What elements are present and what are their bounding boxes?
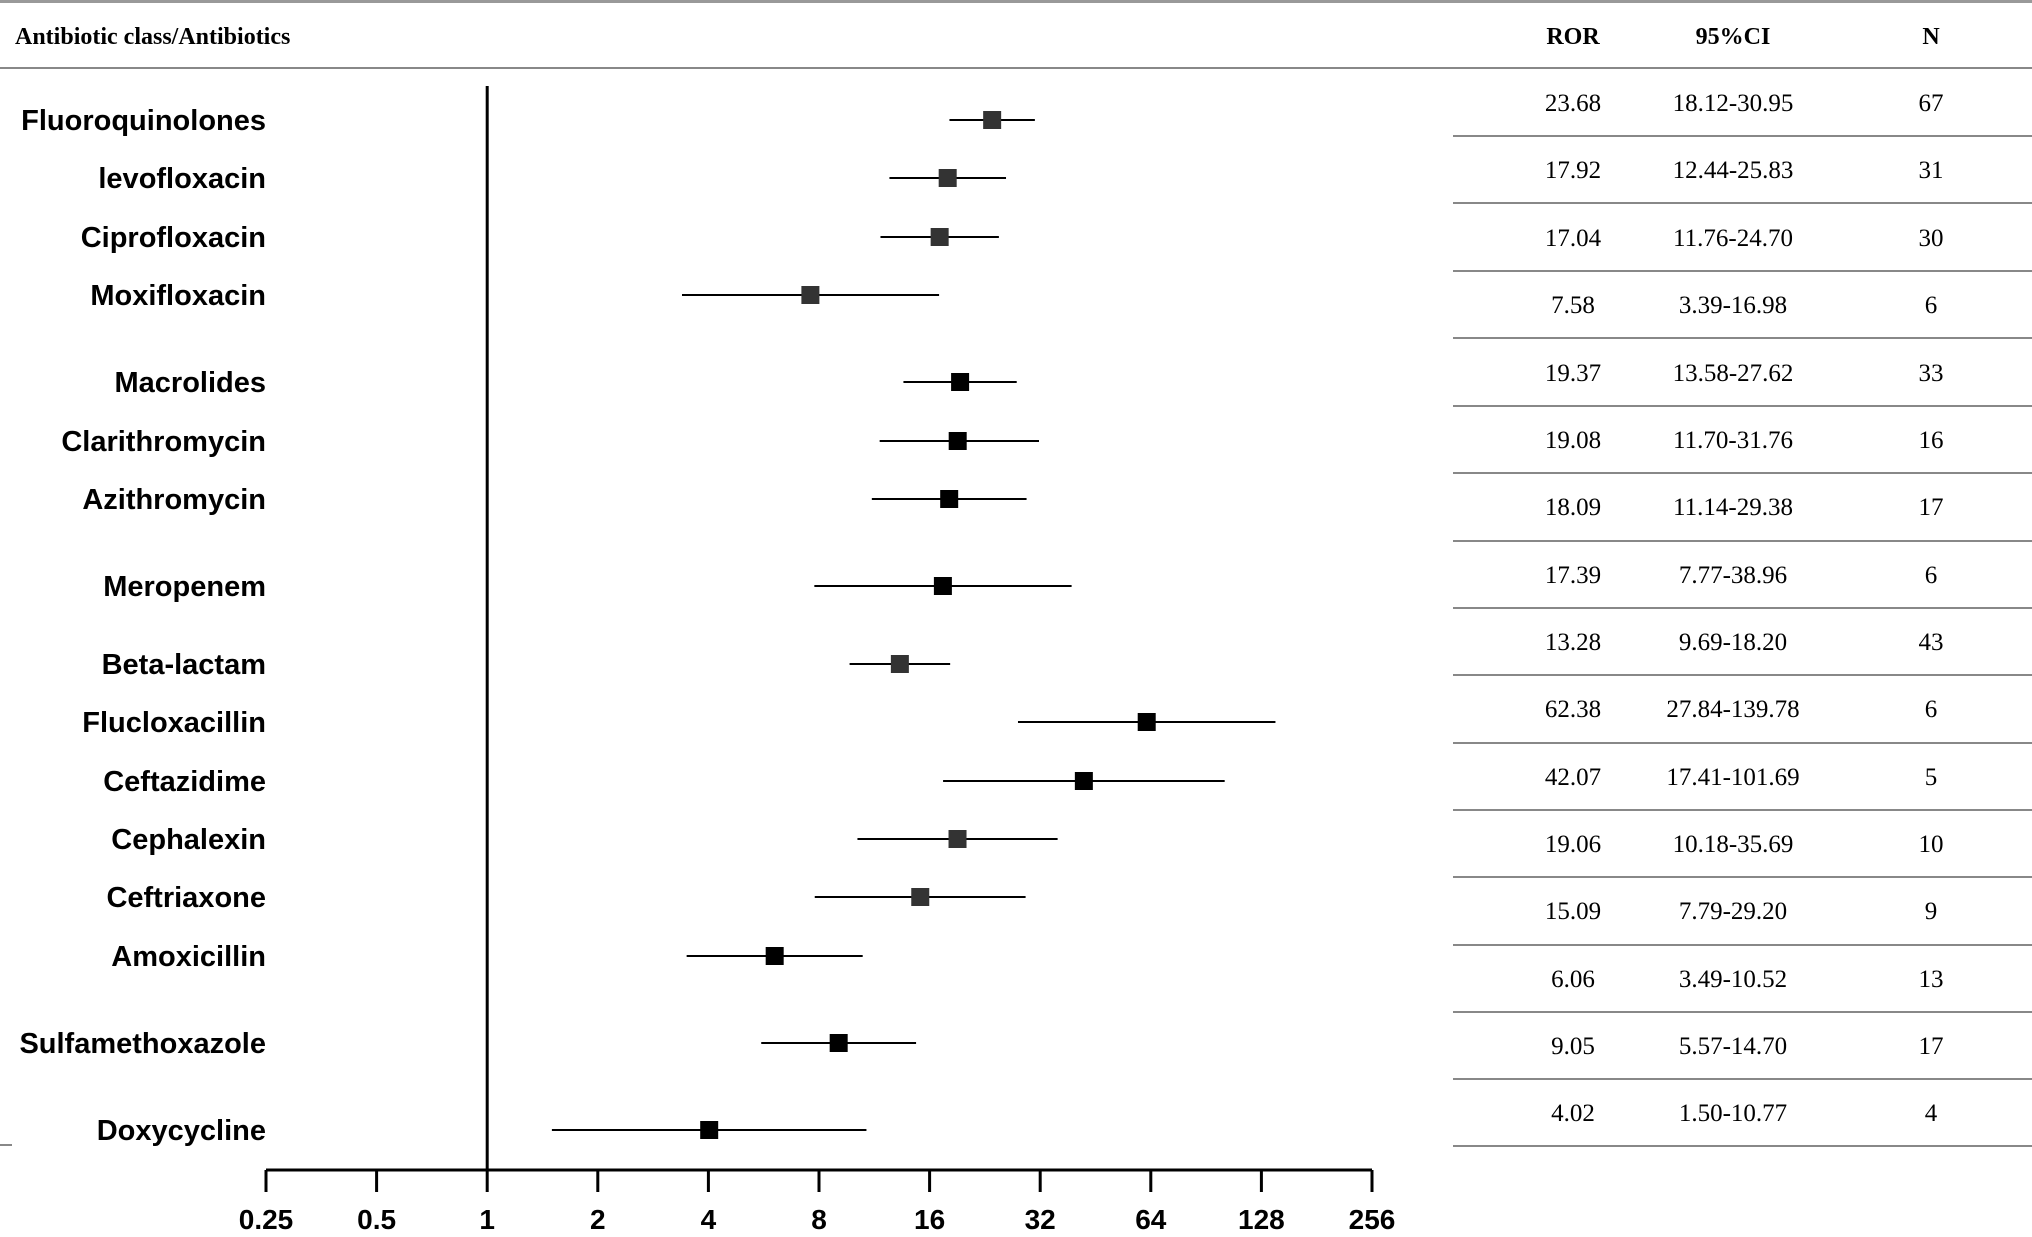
- row-label: Meropenem: [103, 571, 266, 603]
- row-label: Amoxicillin: [111, 941, 266, 973]
- ror-value: 42.07: [1545, 764, 1601, 791]
- row-label: Ceftazidime: [103, 766, 266, 798]
- row-label: Ciprofloxacin: [81, 222, 266, 254]
- ror-marker: [911, 888, 930, 906]
- row-label: Ceftriaxone: [106, 882, 266, 914]
- ror-value: 9.05: [1551, 1033, 1595, 1060]
- ror-marker: [933, 577, 952, 595]
- header-ror: ROR: [1546, 24, 1600, 50]
- ror-marker: [829, 1034, 848, 1052]
- ci-value: 7.77-38.96: [1679, 562, 1787, 589]
- ror-value: 17.92: [1545, 157, 1601, 184]
- ror-marker: [930, 228, 949, 246]
- ci-value: 11.76-24.70: [1673, 225, 1793, 252]
- ror-marker: [765, 947, 784, 965]
- ror-marker: [801, 286, 820, 304]
- ror-value: 17.04: [1545, 225, 1602, 252]
- x-tick-label: 1: [479, 1204, 495, 1235]
- ci-value: 3.39-16.98: [1679, 292, 1787, 319]
- ror-marker: [700, 1121, 719, 1139]
- ror-value: 23.68: [1545, 90, 1601, 117]
- ror-value: 62.38: [1545, 696, 1601, 723]
- ror-marker: [948, 432, 967, 450]
- ror-value: 15.09: [1545, 898, 1601, 925]
- ci-value: 13.58-27.62: [1673, 360, 1794, 387]
- row-label: Fluoroquinolones: [21, 105, 266, 137]
- x-tick-label: 64: [1135, 1204, 1167, 1235]
- ci-value: 9.69-18.20: [1679, 629, 1787, 656]
- n-value: 17: [1919, 1033, 1944, 1060]
- ror-value: 13.28: [1545, 629, 1601, 656]
- row-label: Doxycycline: [97, 1115, 266, 1147]
- ci-value: 17.41-101.69: [1666, 764, 1799, 791]
- ci-value: 3.49-10.52: [1679, 966, 1787, 993]
- row-label: Sulfamethoxazole: [19, 1028, 266, 1060]
- n-value: 31: [1919, 157, 1944, 184]
- ror-marker: [940, 490, 959, 508]
- ci-value: 11.14-29.38: [1673, 494, 1793, 521]
- row-label: Clarithromycin: [61, 426, 266, 458]
- ror-marker: [951, 373, 970, 391]
- ror-marker: [1074, 772, 1093, 790]
- n-value: 6: [1925, 696, 1938, 723]
- ror-value: 7.58: [1551, 292, 1595, 319]
- plot-area: 0.25 0.5 1 2 4 8 16 32 64 128 256 Fluoroquinolones l…: [19, 86, 1395, 1235]
- ror-marker: [938, 169, 957, 187]
- row-label: Moxifloxacin: [90, 280, 266, 312]
- x-tick-label: 0.5: [357, 1204, 396, 1235]
- ror-value: 19.37: [1545, 360, 1601, 387]
- x-tick-label: 32: [1025, 1204, 1056, 1235]
- row-label: Flucloxacillin: [82, 707, 266, 739]
- ror-value: 19.06: [1545, 831, 1601, 858]
- n-value: 10: [1919, 831, 1944, 858]
- n-value: 17: [1919, 494, 1944, 521]
- row-label: Azithromycin: [82, 484, 266, 516]
- ci-value: 18.12-30.95: [1673, 90, 1794, 117]
- ror-marker: [890, 655, 909, 673]
- n-value: 13: [1919, 966, 1944, 993]
- ci-value: 5.57-14.70: [1679, 1033, 1787, 1060]
- header-label-column: Antibiotic class/Antibiotics: [15, 24, 290, 50]
- ci-value: 11.70-31.76: [1673, 427, 1793, 454]
- row-label: levofloxacin: [98, 163, 266, 195]
- header-n: N: [1922, 24, 1940, 50]
- row-label: Beta-lactam: [102, 649, 266, 681]
- ror-value: 4.02: [1551, 1100, 1595, 1127]
- x-tick-label: 16: [914, 1204, 945, 1235]
- row-label: Cephalexin: [111, 824, 266, 856]
- ror-marker: [1137, 713, 1156, 731]
- x-tick-label: 128: [1238, 1204, 1285, 1235]
- n-value: 30: [1919, 225, 1944, 252]
- ror-value: 6.06: [1551, 966, 1595, 993]
- n-value: 33: [1919, 360, 1944, 387]
- n-value: 6: [1925, 562, 1938, 589]
- n-value: 9: [1925, 898, 1938, 925]
- n-value: 16: [1919, 427, 1944, 454]
- n-value: 5: [1925, 764, 1938, 791]
- ci-value: 1.50-10.77: [1679, 1100, 1787, 1127]
- ci-value: 12.44-25.83: [1673, 157, 1794, 184]
- x-tick-label: 8: [811, 1204, 827, 1235]
- header-ci: 95%CI: [1696, 24, 1771, 50]
- results-table: 23.68 18.12-30.95 67 17.92 12.44-25.83 31 17.0…: [1453, 90, 2032, 1147]
- ci-value: 10.18-35.69: [1673, 831, 1794, 858]
- n-value: 6: [1925, 292, 1938, 319]
- ror-value: 19.08: [1545, 427, 1601, 454]
- ror-value: 17.39: [1545, 562, 1601, 589]
- ci-value: 27.84-139.78: [1666, 696, 1799, 723]
- x-tick-label: 4: [701, 1204, 717, 1235]
- n-value: 67: [1919, 90, 1944, 117]
- ror-marker: [948, 830, 967, 848]
- ror-marker: [983, 111, 1002, 129]
- n-value: 43: [1919, 629, 1944, 656]
- x-tick-label: 256: [1349, 1204, 1396, 1235]
- x-tick-label: 2: [590, 1204, 606, 1235]
- x-tick-label: 0.25: [239, 1204, 294, 1235]
- row-label: Macrolides: [115, 367, 267, 399]
- ci-value: 7.79-29.20: [1679, 898, 1787, 925]
- n-value: 4: [1925, 1100, 1938, 1127]
- ror-value: 18.09: [1545, 494, 1601, 521]
